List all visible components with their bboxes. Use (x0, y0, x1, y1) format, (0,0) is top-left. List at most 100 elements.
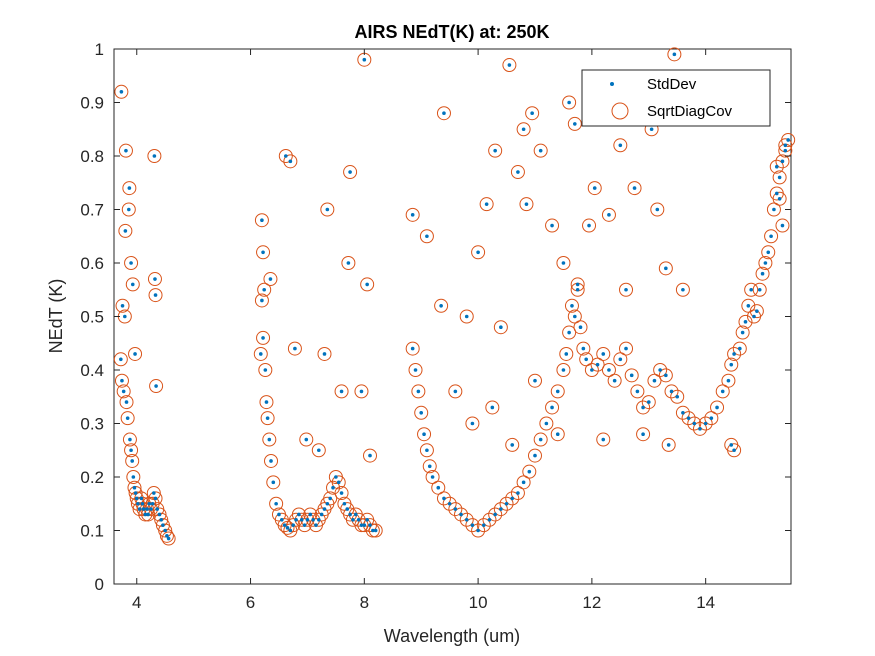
sqrtdiagcov-point (122, 181, 137, 196)
sqrtdiagcov-point (485, 400, 500, 415)
stddev-point (119, 357, 123, 362)
stddev-point (153, 496, 158, 501)
plot-area: 4 6 8 10 12 14 0 0.1 0.2 0.3 0.4 0.5 0.6 0.7 0.8 0.9 1 (80, 40, 796, 612)
stddev-point (686, 416, 691, 420)
sqrtdiagcov-point (448, 502, 463, 517)
sqrtdiagcov-point (758, 256, 773, 270)
stddev-point (123, 314, 127, 319)
legend-label-sqrtdiagcov: SqrtDiagCov (647, 103, 733, 120)
sqrtdiagcov-point (436, 106, 451, 121)
legend: StdDev SqrtDiagCov (581, 69, 771, 127)
y-tick-label: 0.3 (80, 415, 104, 434)
sqrtdiagcov-point (647, 373, 662, 388)
stddev-point (261, 336, 265, 340)
stddev-point (490, 405, 495, 410)
sqrtdiagcov-point (641, 395, 656, 410)
stddev-point (288, 528, 293, 533)
sqrtdiagcov-point (122, 432, 137, 447)
sqrtdiagcov-point (459, 512, 474, 527)
sqrtdiagcov-point (118, 223, 133, 238)
y-tick-label: 0.9 (80, 94, 104, 113)
y-tick-label: 0 (95, 575, 104, 594)
stddev-point (291, 523, 296, 527)
stddev-point (510, 496, 515, 501)
sqrtdiagcov-point (499, 496, 514, 511)
sqrtdiagcov-point (539, 416, 554, 431)
sqrtdiagcov-point (262, 432, 277, 447)
stddev-point (561, 368, 566, 372)
stddev-point (134, 496, 139, 501)
stddev-point (507, 63, 512, 67)
stddev-point (524, 202, 529, 206)
stddev-point (263, 368, 268, 372)
stddev-point (124, 400, 129, 404)
y-axis-label: NEdT (K) (46, 279, 66, 354)
stddev-point (709, 416, 714, 420)
stddev-point (504, 501, 509, 506)
axis-ticks: 4 6 8 10 12 14 0 0.1 0.2 0.3 0.4 0.5 0.6 0.7 0.8 0.9 1 (80, 40, 791, 612)
stddev-point (127, 186, 132, 190)
sqrtdiagcov-point (124, 443, 139, 458)
sqrtdiagcov-point (277, 518, 292, 533)
stddev-point (285, 526, 290, 530)
stddev-point (783, 148, 788, 153)
sqrtdiagcov-point (161, 531, 176, 546)
stddev-point (698, 427, 702, 431)
stddev-point (499, 507, 503, 511)
stddev-point (410, 213, 415, 217)
stddev-point (669, 389, 674, 394)
stddev-point (564, 352, 569, 356)
sqrtdiagcov-point (590, 357, 605, 372)
stddev-point (641, 432, 645, 437)
stddev-point (774, 164, 779, 169)
stddev-point (271, 480, 276, 485)
stddev-point (774, 191, 779, 196)
stddev-point (267, 437, 272, 442)
stddev-point (131, 475, 136, 479)
sqrtdiagcov-point (584, 363, 599, 377)
sqrtdiagcov-point (124, 256, 139, 270)
stddev-point (163, 528, 168, 533)
stddev-point (481, 523, 486, 527)
sqrtdiagcov-point (138, 507, 153, 522)
sqrtdiagcov-point (368, 523, 383, 538)
sqrtdiagcov-point (264, 453, 279, 468)
y-tick-label: 0.4 (80, 361, 104, 380)
sqrtdiagcov-point (320, 202, 335, 217)
stddev-point (618, 143, 623, 148)
stddev-point (743, 320, 748, 324)
stddev-point (322, 507, 327, 511)
stddev-point (264, 400, 269, 404)
stddev-point (777, 197, 782, 201)
stddev-point (658, 368, 662, 372)
sqrtdiagcov-point (147, 272, 162, 287)
y-tick-label: 0.8 (80, 147, 104, 166)
stddev-point (601, 437, 606, 442)
sqrtdiagcov-point (545, 400, 560, 415)
sqrtdiagcov-point (675, 405, 690, 420)
stddev-point (652, 378, 657, 383)
sqrtdiagcov-point (772, 191, 787, 206)
stddev-point (128, 437, 132, 442)
sqrtdiagcov-point (516, 475, 531, 490)
sqrtdiagcov-point (119, 395, 134, 410)
stddev-point (120, 304, 125, 308)
sqrtdiagcov-point (522, 464, 537, 479)
sqrtdiagcov-point (613, 352, 628, 367)
sqrtdiagcov-point (459, 309, 474, 324)
stddev-point (359, 523, 364, 527)
sqrtdiagcov-point (125, 453, 140, 468)
stddev-point (132, 485, 137, 490)
stddev-point (157, 512, 162, 517)
sqrtdiagcov-point (363, 448, 378, 463)
stddev-point (703, 421, 708, 426)
sqrtdiagcov-point (670, 389, 685, 404)
sqrtdiagcov-point (582, 218, 597, 233)
sqrtdiagcov-point (417, 427, 432, 442)
sqrtdiagcov-point (732, 341, 747, 356)
sqrtdiagcov-point (283, 154, 298, 169)
sqrtdiagcov-point (619, 341, 634, 356)
stddev-point (294, 518, 298, 522)
sqrtdiagcov-point (519, 197, 534, 212)
sqrtdiagcov-point (269, 496, 284, 511)
